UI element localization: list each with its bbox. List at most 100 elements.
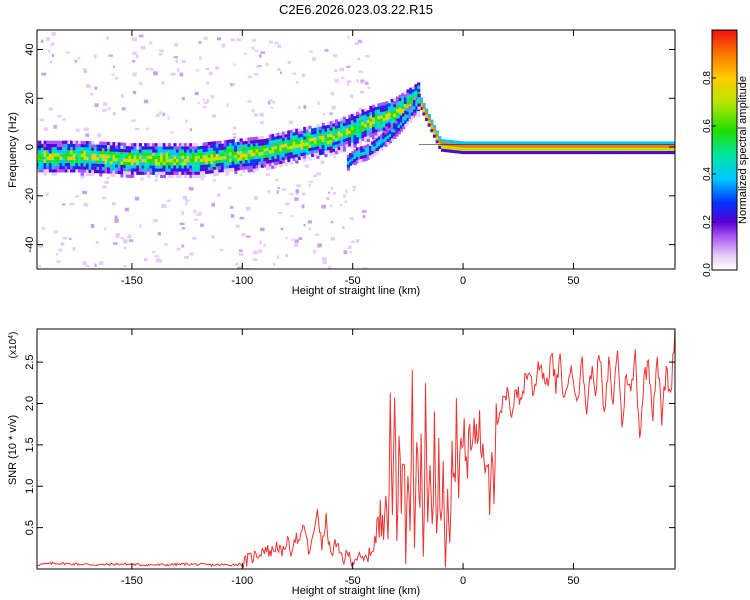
heatmap-cell (607, 144, 612, 148)
heatmap-cell (104, 167, 108, 171)
heatmap-cell (348, 121, 352, 125)
heatmap-cell (99, 151, 103, 155)
heatmap-cell (615, 141, 619, 145)
heatmap-cell (647, 147, 651, 151)
heatmap-cell (379, 121, 384, 125)
heatmap-cell (88, 172, 92, 177)
heatmap-cell (199, 174, 204, 178)
heatmap-cell (357, 150, 362, 154)
heatmap-cell (327, 140, 331, 144)
heatmap-cell (162, 149, 166, 153)
heatmap-cell (80, 150, 84, 154)
heatmap-cell (371, 150, 375, 155)
heatmap-cell (178, 162, 182, 166)
heatmap-cell (281, 141, 286, 145)
heatmap-cell (70, 159, 74, 163)
heatmap-cell (538, 144, 543, 148)
heatmap-cell (570, 150, 574, 155)
heatmap-cell (263, 157, 267, 162)
heatmap-cell (70, 143, 74, 148)
heatmap-cell (260, 155, 264, 159)
heatmap-speckle (354, 41, 359, 46)
heatmap-cell (610, 141, 614, 145)
heatmap-cell (398, 110, 402, 114)
heatmap-cell (488, 141, 492, 145)
heatmap-cell (305, 154, 310, 159)
heatmap-cell (464, 147, 468, 151)
heatmap-cell (402, 113, 406, 117)
heatmap-cell (117, 148, 121, 152)
heatmap-speckle (220, 248, 224, 252)
heatmap-cell (337, 143, 341, 147)
heatmap-cell (480, 141, 484, 145)
heatmap-cell (321, 138, 325, 142)
heatmap-speckle (276, 190, 279, 194)
heatmap-cell (332, 123, 336, 127)
heatmap-cell (671, 150, 675, 155)
heatmap-cell (202, 171, 206, 175)
heatmap-cell (390, 98, 394, 103)
heatmap-cell (491, 141, 495, 145)
heatmap-cell (440, 145, 445, 149)
heatmap-cell (183, 162, 188, 166)
heatmap-cell (207, 151, 211, 155)
heatmap-cell (413, 103, 417, 107)
heatmap-cell (321, 148, 325, 152)
heatmap-cell (170, 168, 174, 172)
heatmap-cell (117, 158, 121, 162)
heatmap-cell (663, 141, 667, 145)
heatmap-cell (149, 146, 153, 150)
heatmap-cell (525, 150, 529, 155)
heatmap-cell (40, 162, 45, 167)
heatmap-cell (337, 150, 341, 154)
heatmap-cell (123, 149, 127, 153)
heatmap-speckle (272, 101, 276, 104)
heatmap-cell (372, 120, 376, 124)
heatmap-cell (533, 147, 537, 151)
heatmap-cell (538, 150, 543, 155)
heatmap-cell (51, 172, 55, 176)
heatmap-cell (64, 153, 68, 157)
heatmap-cell (234, 145, 238, 149)
heatmap-cell (451, 146, 455, 150)
heatmap-cell (515, 147, 519, 151)
heatmap-cell (46, 153, 50, 157)
heatmap-cell (316, 139, 320, 144)
heatmap-cell (48, 166, 53, 170)
heatmap-cell (213, 144, 217, 148)
heatmap-cell (242, 150, 246, 154)
heatmap-speckle (317, 101, 320, 105)
heatmap-cell (205, 164, 209, 168)
heatmap-cell (183, 171, 188, 175)
heatmap-cell (393, 116, 397, 120)
heatmap-cell (59, 169, 63, 173)
heatmap-cell (366, 138, 370, 142)
heatmap-cell (387, 115, 392, 120)
heatmap-cell (242, 153, 246, 158)
heatmap-cell (141, 158, 145, 163)
heatmap-cell (197, 171, 201, 175)
heatmap-cell (332, 139, 336, 143)
heatmap-cell (395, 133, 399, 137)
heatmap-cell (83, 156, 87, 161)
heatmap-cell (226, 146, 230, 150)
heatmap-cell (152, 168, 156, 172)
heatmap-cell (96, 154, 100, 158)
heatmap-speckle (235, 262, 239, 266)
heatmap-speckle (38, 264, 41, 268)
heatmap-cell (120, 174, 124, 178)
heatmap-speckle (74, 60, 78, 63)
heatmap-speckle (140, 177, 144, 181)
heatmap-cell (231, 148, 235, 152)
heatmap-cell (295, 150, 299, 155)
heatmap-cell (530, 144, 535, 148)
heatmap-cell (372, 107, 376, 112)
heatmap-cell (133, 171, 137, 175)
heatmap-cell (327, 131, 331, 135)
colorbar-label: Normalized spectral amplitude (737, 76, 749, 224)
heatmap-cell (443, 139, 447, 143)
heatmap-cell (583, 147, 588, 151)
heatmap-cell (316, 149, 320, 153)
heatmap-cell (324, 153, 328, 158)
heatmap-cell (91, 172, 95, 177)
